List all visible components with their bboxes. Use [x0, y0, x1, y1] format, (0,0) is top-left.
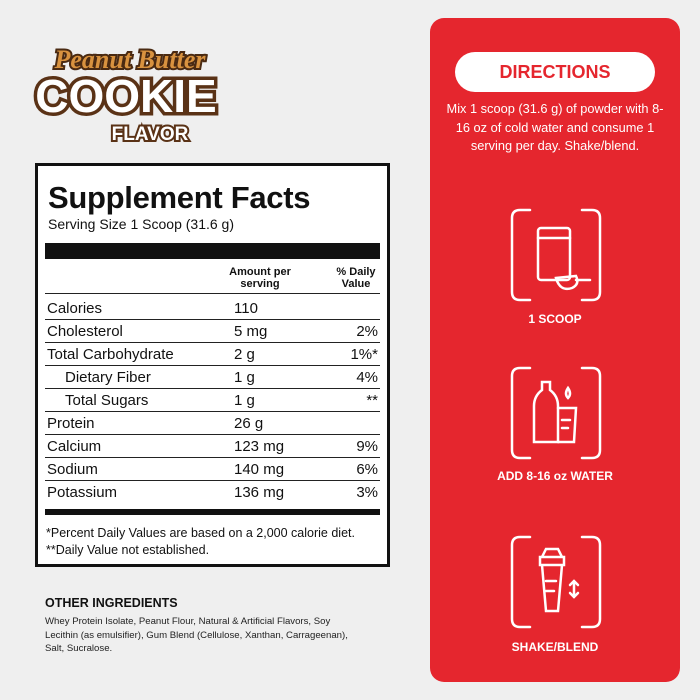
daily-value: 2%: [356, 323, 378, 340]
daily-value: **: [366, 392, 378, 409]
nutrient-amount: 110: [234, 300, 258, 317]
rule: [45, 293, 380, 294]
nutrient-amount: 2 g: [234, 346, 255, 363]
footnote: **Daily Value not established.: [46, 543, 210, 557]
daily-value: 3%: [356, 484, 378, 501]
nutrient-amount: 5 mg: [234, 323, 268, 340]
daily-value: 9%: [356, 438, 378, 455]
nutrient-name: Calories: [47, 300, 103, 317]
water-icon: [510, 366, 602, 460]
nutrient-amount: 140 mg: [234, 461, 285, 478]
nutrient-amount: 26 g: [234, 415, 264, 432]
facts-row: Cholesterol 5 mg 2%: [45, 320, 380, 343]
logo-line2: COOKIE: [35, 70, 216, 122]
facts-row: Calories 110: [45, 297, 380, 320]
facts-row: Total Sugars 1 g **: [45, 389, 380, 412]
logo-line3: FLAVOR: [112, 124, 189, 145]
amount-header: Amount per serving: [229, 266, 291, 290]
step-label: ADD 8-16 oz WATER: [497, 469, 613, 483]
nutrient-amount: 1 g: [234, 369, 255, 386]
scoop-icon: [510, 208, 602, 302]
thick-rule: [45, 243, 380, 259]
facts-title: Supplement Facts: [48, 180, 311, 215]
nutrient-name: Potassium: [47, 484, 118, 501]
logo-line1: Peanut Butter: [54, 45, 207, 74]
daily-value: 1%*: [350, 346, 378, 363]
nutrient-name: Cholesterol: [47, 323, 123, 340]
facts-row: Total Carbohydrate 2 g 1%*: [45, 343, 380, 366]
logo: Peanut Butter COOKIE FLAVOR: [32, 43, 220, 147]
nutrient-amount: 136 mg: [234, 484, 285, 501]
ingredients-title: OTHER INGREDIENTS: [45, 596, 178, 610]
nutrient-name: Sodium: [47, 461, 98, 478]
facts-row: Calcium 123 mg 9%: [45, 435, 380, 458]
nutrient-name: Total Carbohydrate: [47, 346, 174, 363]
dv-header: % Daily Value: [336, 266, 376, 290]
directions-title: DIRECTIONS: [455, 52, 655, 92]
nutrient-amount: 123 mg: [234, 438, 285, 455]
supplement-facts: Supplement Facts Serving Size 1 Scoop (3…: [35, 163, 390, 567]
thick-rule: [45, 509, 380, 515]
daily-value: 4%: [356, 369, 378, 386]
step-label: 1 SCOOP: [528, 312, 582, 326]
facts-row: Sodium 140 mg 6%: [45, 458, 380, 481]
ingredients-text: Whey Protein Isolate, Peanut Flour, Natu…: [45, 616, 348, 654]
nutrient-name: Calcium: [47, 438, 102, 455]
directions-panel: [430, 18, 680, 682]
serving-size: Serving Size 1 Scoop (31.6 g): [48, 216, 234, 232]
shake-icon: [510, 535, 602, 629]
nutrient-name: Total Sugars: [65, 392, 149, 409]
facts-row: Potassium 136 mg 3%: [45, 481, 380, 504]
step-label: SHAKE/BLEND: [511, 640, 599, 654]
nutrient-amount: 1 g: [234, 392, 255, 409]
directions-text: Mix 1 scoop (31.6 g) of powder with 8-16…: [446, 101, 664, 154]
daily-value: 6%: [356, 461, 378, 478]
footnote: *Percent Daily Values are based on a 2,0…: [46, 526, 355, 540]
facts-row: Dietary Fiber 1 g 4%: [45, 366, 380, 389]
facts-row: Protein 26 g: [45, 412, 380, 435]
nutrient-name: Dietary Fiber: [65, 369, 151, 386]
nutrient-name: Protein: [47, 415, 95, 432]
